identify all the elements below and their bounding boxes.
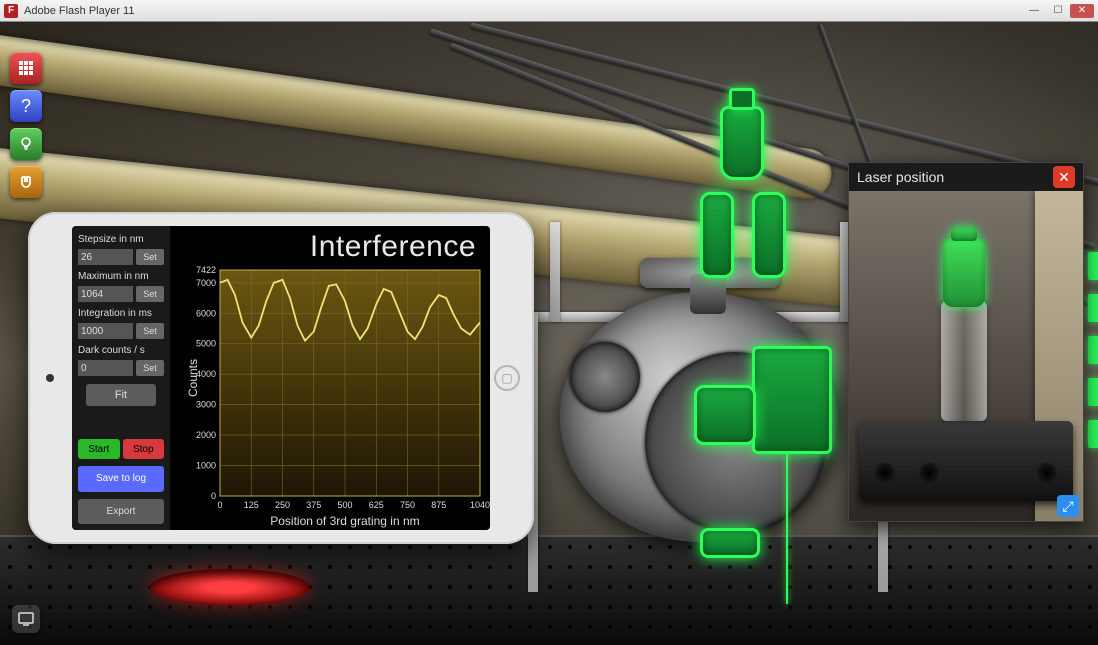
svg-text:750: 750 — [400, 500, 415, 510]
svg-text:0: 0 — [211, 491, 216, 501]
inset-body: ⤢ — [849, 191, 1083, 521]
integration-input[interactable] — [78, 323, 133, 339]
maximum-set-button[interactable]: Set — [136, 286, 164, 302]
scaffold — [550, 222, 560, 322]
green-device-top-cap[interactable] — [729, 88, 755, 110]
inset-header: Laser position ✕ — [849, 163, 1083, 191]
hint-bulb-button[interactable] — [10, 128, 42, 160]
stepsize-input[interactable] — [78, 249, 133, 265]
param-label: Integration in ms — [78, 308, 164, 319]
svg-text:5000: 5000 — [196, 339, 216, 349]
window-titlebar: F Adobe Flash Player 11 — ☐ ✕ — [0, 0, 1098, 22]
view-toggle-button[interactable] — [12, 605, 40, 633]
magnet-toggle-button[interactable] — [10, 166, 42, 198]
param-panel: Stepsize in nm Set Maximum in nm Set Int… — [72, 226, 170, 530]
svg-text:500: 500 — [337, 500, 352, 510]
scene-3d: ? ▢ Stepsize in nm Set Maximum in nm — [0, 22, 1098, 645]
svg-text:125: 125 — [244, 500, 259, 510]
svg-text:0: 0 — [217, 500, 222, 510]
laser-beam — [786, 454, 788, 604]
tablet-panel: ▢ Stepsize in nm Set Maximum in nm Set I… — [28, 212, 534, 544]
save-log-button[interactable]: Save to log — [78, 466, 164, 491]
svg-text:875: 875 — [431, 500, 446, 510]
inset-close-button[interactable]: ✕ — [1053, 166, 1075, 188]
svg-text:6000: 6000 — [196, 308, 216, 318]
flange — [570, 342, 640, 412]
interference-chart: 0 125 250 375 500 625 750 875 1040 0 1000 2000 3000 4… — [170, 226, 490, 530]
window-close-button[interactable]: ✕ — [1070, 4, 1094, 18]
stepsize-set-button[interactable]: Set — [136, 249, 164, 265]
inset-stage — [859, 421, 1073, 501]
svg-text:1040: 1040 — [470, 500, 490, 510]
tablet-screen: Stepsize in nm Set Maximum in nm Set Int… — [72, 226, 490, 530]
flash-icon: F — [4, 4, 18, 18]
window-title: Adobe Flash Player 11 — [24, 5, 134, 17]
export-button[interactable]: Export — [78, 499, 164, 524]
chamber-neck — [690, 274, 726, 314]
maximum-input[interactable] — [78, 286, 133, 302]
fit-button[interactable]: Fit — [86, 384, 156, 406]
param-label: Dark counts / s — [78, 345, 164, 356]
svg-text:625: 625 — [369, 500, 384, 510]
green-device-right[interactable] — [752, 192, 786, 278]
inset-glass-column — [941, 301, 987, 421]
param-label: Stepsize in nm — [78, 234, 164, 245]
green-device-base[interactable] — [700, 528, 760, 558]
svg-text:250: 250 — [275, 500, 290, 510]
inset-laser-cap[interactable] — [951, 227, 977, 241]
svg-text:3000: 3000 — [196, 400, 216, 410]
window-max-button[interactable]: ☐ — [1046, 4, 1070, 18]
laser-position-panel: Laser position ✕ ⤢ — [848, 162, 1084, 522]
tablet-camera-icon — [46, 374, 54, 382]
red-base-ring — [150, 569, 310, 605]
inset-resize-button[interactable]: ⤢ — [1057, 495, 1079, 517]
stop-button[interactable]: Stop — [123, 439, 165, 459]
svg-text:7000: 7000 — [196, 278, 216, 288]
green-device-left[interactable] — [700, 192, 734, 278]
svg-text:7422: 7422 — [196, 265, 216, 275]
tablet-home-button[interactable]: ▢ — [494, 365, 520, 391]
dark-set-button[interactable]: Set — [136, 360, 164, 376]
green-device-top[interactable] — [720, 106, 764, 180]
svg-text:2000: 2000 — [196, 430, 216, 440]
window-min-button[interactable]: — — [1022, 4, 1046, 18]
tool-column: ? — [10, 52, 42, 198]
inset-title: Laser position — [857, 169, 944, 185]
start-button[interactable]: Start — [78, 439, 120, 459]
chart-area: Interference Counts Position of 3rd grat… — [170, 226, 490, 530]
right-edge-indicator — [1088, 252, 1098, 448]
svg-text:4000: 4000 — [196, 369, 216, 379]
green-device-lens[interactable] — [694, 385, 756, 445]
svg-text:375: 375 — [306, 500, 321, 510]
integration-set-button[interactable]: Set — [136, 323, 164, 339]
green-device-manipulator[interactable] — [752, 346, 832, 454]
menu-grid-button[interactable] — [10, 52, 42, 84]
help-button[interactable]: ? — [10, 90, 42, 122]
dark-input[interactable] — [78, 360, 133, 376]
param-label: Maximum in nm — [78, 271, 164, 282]
svg-text:1000: 1000 — [196, 461, 216, 471]
inset-laser-head[interactable] — [943, 239, 985, 307]
